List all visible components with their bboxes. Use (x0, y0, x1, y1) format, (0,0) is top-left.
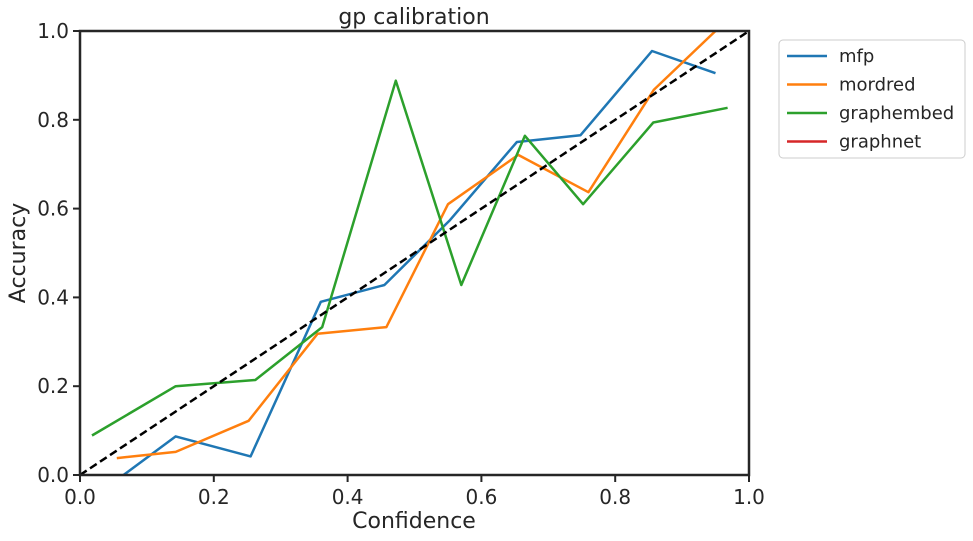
x-tick-label: 0.8 (599, 485, 631, 509)
plot-frame (78, 29, 751, 477)
legend-label-mordred: mordred (839, 75, 916, 96)
y-tick-label: 1.0 (37, 19, 69, 43)
x-tick-label: 0.6 (465, 485, 497, 509)
legend-label-graphembed: graphembed (839, 103, 954, 124)
y-tick-label: 0.2 (37, 374, 69, 398)
legend-label-mfp: mfp (839, 46, 874, 67)
plot-area (78, 29, 751, 477)
x-tick-label: 0.0 (64, 485, 96, 509)
y-tick-label: 0.0 (37, 463, 69, 487)
legend-label-graphnet: graphnet (839, 132, 921, 153)
series-line-mordred (116, 31, 717, 460)
series-lines (80, 31, 749, 475)
y-tick-label: 0.4 (37, 285, 69, 309)
y-tick-label: 0.6 (37, 197, 69, 221)
x-tick-label: 0.4 (332, 485, 364, 509)
y-tick-label: 0.8 (37, 108, 69, 132)
legend-box (778, 39, 966, 159)
x-tick-label: 1.0 (733, 485, 765, 509)
axis-ticks: 0.0 0.2 0.4 0.6 0.8 1.0 0.0 0.2 0.4 0.6 0.8 1.0 (37, 19, 765, 509)
x-axis-label: Confidence (352, 509, 476, 534)
chart-title: gp calibration (338, 5, 489, 30)
series-line-graphembed (91, 79, 728, 437)
legend: mfp mordred graphembed graphnet (778, 39, 966, 159)
y-axis-label: Accuracy (6, 203, 31, 303)
perfect-calibration-line (80, 31, 749, 475)
x-tick-label: 0.2 (198, 485, 230, 509)
